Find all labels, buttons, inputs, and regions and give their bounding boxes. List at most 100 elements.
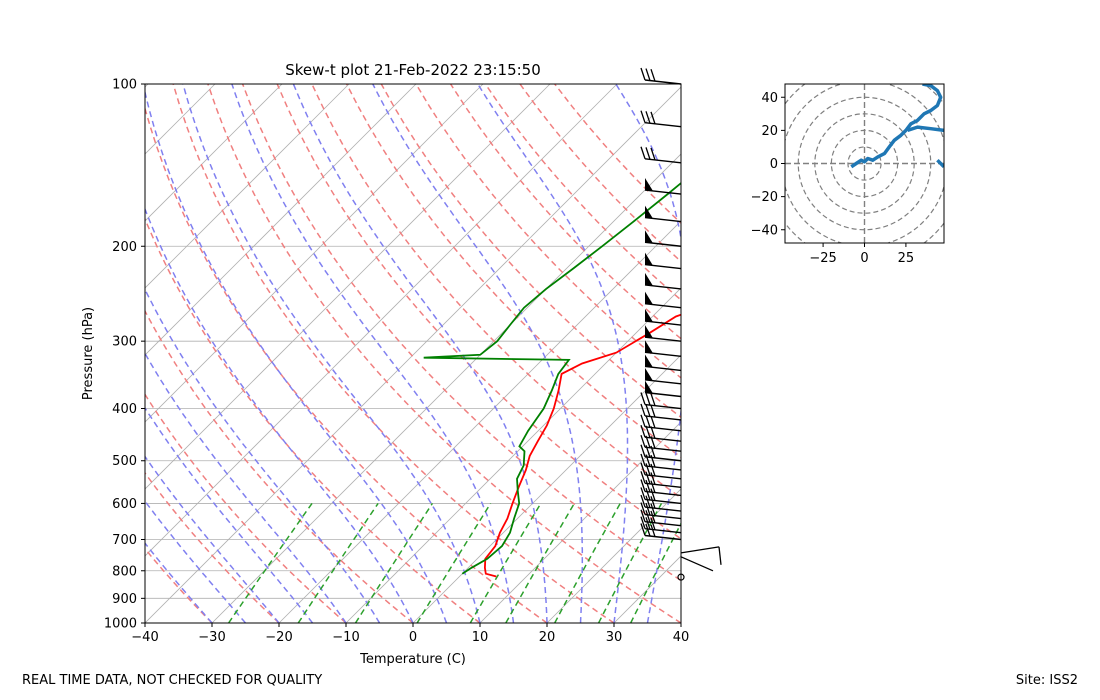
y-axis-label: Pressure (hPa): [81, 307, 96, 400]
wind-barb: [640, 509, 682, 527]
wind-barb: [640, 453, 682, 471]
mixing-ratio-line: [469, 503, 542, 623]
dry-adiabat-line: [415, 84, 681, 379]
hodo-x-tick-label: −25: [809, 251, 836, 266]
isotherm-line: [145, 86, 681, 623]
wind-barb: [640, 67, 682, 85]
isotherm-line: [145, 84, 484, 423]
mixing-ratio-line: [297, 502, 379, 623]
isotherm-line: [145, 84, 216, 155]
isotherm-line: [412, 354, 681, 623]
x-tick-label: −10: [332, 630, 359, 645]
quality-disclaimer: REAL TIME DATA, NOT CHECKED FOR QUALITY: [22, 673, 323, 688]
x-tick-label: 0: [409, 630, 417, 645]
moist-adiabat-line: [145, 287, 381, 623]
y-tick-label: 300: [112, 335, 137, 350]
moist-adiabat-line: [231, 84, 515, 623]
isotherm-line: [748, 84, 1100, 623]
hodo-y-tick-label: 0: [770, 157, 778, 172]
dry-adiabat-line: [145, 309, 414, 623]
wind-barb: [640, 146, 682, 164]
wind-barb: [644, 178, 682, 195]
wind-barb: [640, 516, 682, 534]
hodograph-ring: [847, 146, 882, 181]
isotherm-line: [145, 84, 551, 490]
dry-adiabat-line: [145, 547, 213, 623]
isotherm-line: [680, 622, 681, 623]
x-tick-label: 30: [606, 630, 623, 645]
mixing-ratio-line: [416, 503, 492, 623]
y-tick-label: 800: [112, 564, 137, 579]
hodograph-trace: [850, 84, 943, 169]
y-tick-label: 400: [112, 402, 137, 417]
isotherm-line: [479, 421, 681, 623]
moist-adiabat-line: [680, 619, 681, 623]
wind-barb: [644, 205, 682, 223]
dry-adiabat-line: [449, 84, 681, 340]
wind-barb: [644, 252, 682, 270]
moist-adiabat-line: [145, 89, 448, 623]
wind-barb: [640, 462, 682, 480]
wind-barb: [644, 380, 682, 398]
isotherm-line: [145, 84, 350, 289]
dry-adiabat-line: [519, 84, 681, 263]
moist-adiabat-line: [145, 455, 280, 623]
mixing-ratio-line: [354, 502, 434, 623]
moist-adiabat-line: [145, 499, 247, 623]
y-tick-label: 900: [112, 592, 137, 607]
wind-barb: [718, 546, 722, 565]
hodo-y-tick-label: 40: [761, 91, 778, 106]
wind-barb: [640, 494, 682, 512]
wind-barb: [680, 546, 720, 554]
dry-adiabat-line: [172, 84, 615, 623]
y-tick-label: 700: [112, 533, 137, 548]
wind-barb: [640, 487, 682, 505]
x-tick-label: −30: [198, 630, 225, 645]
moist-adiabat-line: [145, 207, 414, 623]
dry-adiabat-line: [276, 84, 681, 540]
wind-barb: [644, 354, 682, 372]
moist-adiabat-line: [615, 84, 681, 623]
y-tick-label: 200: [112, 240, 137, 255]
temperature-trace: [483, 313, 681, 578]
background-lines: [0, 84, 1100, 623]
wind-barb: [644, 325, 682, 342]
dry-adiabat-line: [484, 84, 681, 301]
hodo-y-tick-label: −40: [751, 223, 778, 238]
wind-barb: [640, 444, 682, 462]
isotherm-line: [0, 84, 14, 623]
y-tick-label: 1000: [104, 617, 137, 632]
moist-adiabat-line: [477, 84, 629, 623]
mixing-ratio-line: [630, 522, 681, 623]
hodograph-trace: [936, 158, 944, 169]
moist-adiabat-line: [182, 84, 481, 623]
hodo-y-tick-label: −20: [751, 190, 778, 205]
dry-adiabat-line: [345, 84, 681, 459]
hodograph: [785, 84, 944, 243]
dry-adiabat-line: [241, 84, 681, 582]
x-tick-label: 20: [539, 630, 556, 645]
isotherm-line: [278, 220, 681, 623]
mixing-ratio-line: [227, 502, 313, 623]
wind-barb: [644, 309, 682, 326]
isotherm-line: [145, 84, 417, 356]
dry-adiabat-line: [145, 106, 548, 623]
wind-barb: [644, 367, 682, 385]
x-axis-label: Temperature (C): [359, 652, 466, 667]
wind-barb: [644, 291, 682, 309]
isotherm-line: [145, 84, 618, 557]
x-tick-label: 10: [472, 630, 489, 645]
dry-adiabat-line: [145, 471, 280, 623]
wind-barb: [644, 340, 682, 357]
calm-wind-circle: [677, 573, 685, 581]
y-tick-label: 100: [112, 78, 137, 93]
wind-barb: [644, 230, 682, 247]
sounding-traces: [423, 181, 681, 578]
moist-adiabat-line: [145, 406, 314, 623]
moist-adiabat-line: [372, 84, 584, 623]
hodo-x-tick-label: 0: [860, 251, 868, 266]
site-label: Site: ISS2: [1015, 673, 1078, 688]
dry-adiabat-line: [554, 84, 681, 225]
